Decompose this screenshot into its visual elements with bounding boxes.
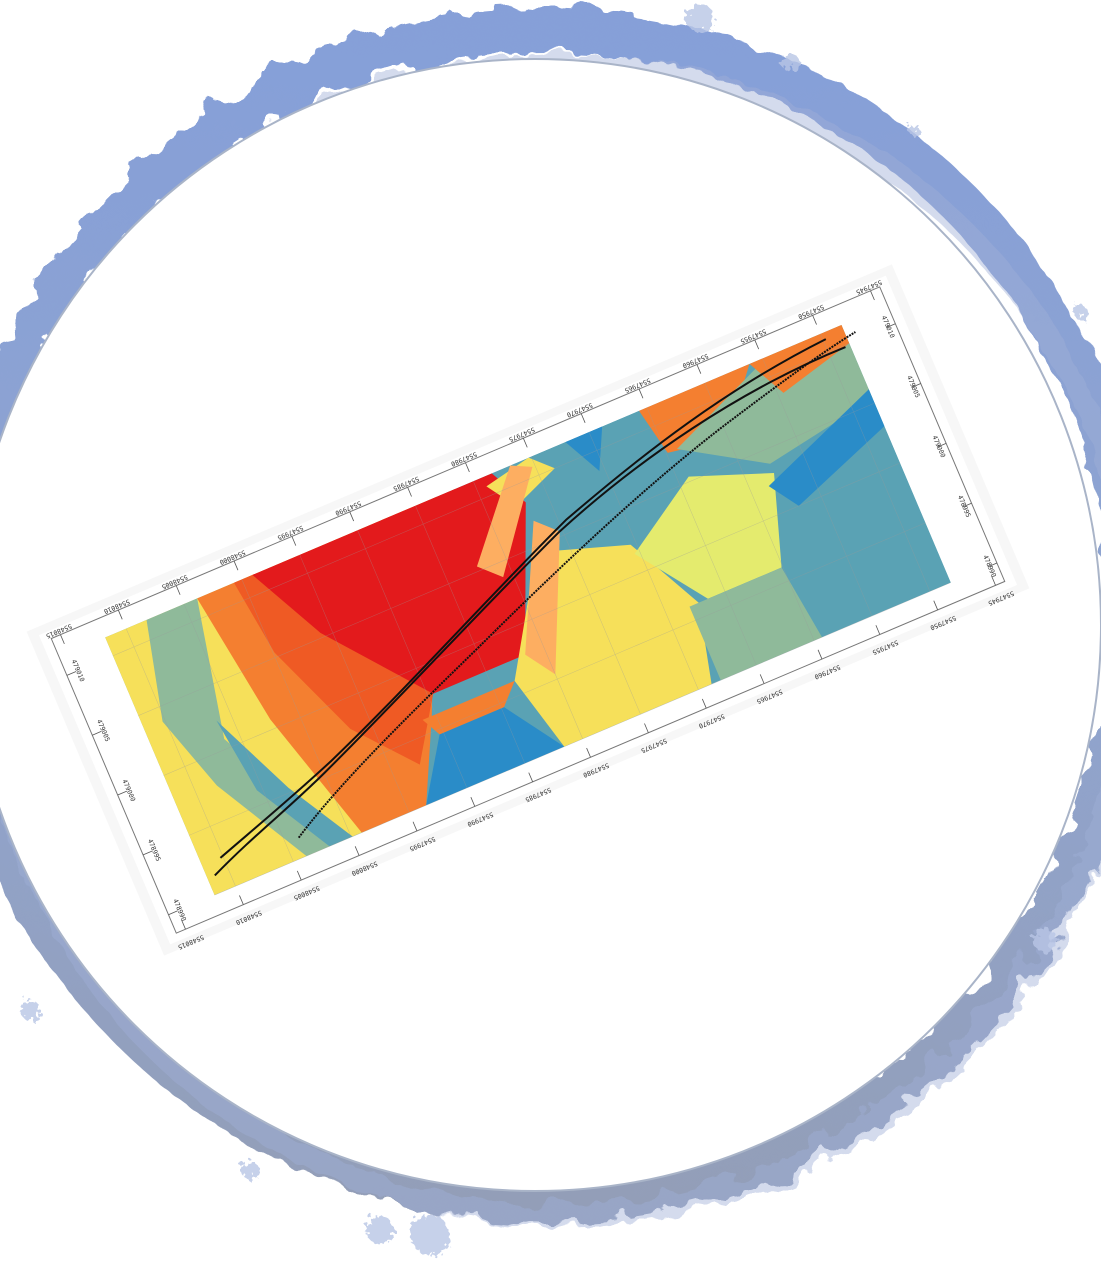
left-axis-tick bbox=[66, 671, 77, 676]
grid-line-vertical bbox=[588, 431, 699, 690]
bottom-axis-tick bbox=[470, 797, 476, 807]
bottom-axis-tick bbox=[181, 919, 186, 930]
bottom-axis-tick bbox=[701, 698, 707, 709]
bottom-axis-tick bbox=[644, 723, 649, 733]
top-axis-tick bbox=[349, 511, 355, 522]
grid-line-vertical bbox=[415, 505, 526, 764]
grid-line-horizontal bbox=[189, 522, 926, 836]
right-axis-tick bbox=[962, 502, 972, 508]
top-axis-tick bbox=[60, 634, 65, 645]
grid-line-vertical bbox=[241, 579, 352, 838]
grid-line-vertical bbox=[125, 628, 236, 887]
grid-line-horizontal bbox=[138, 402, 875, 716]
bottom-axis-tick bbox=[239, 895, 244, 905]
grid-line-vertical bbox=[646, 407, 757, 666]
left-axis-tick bbox=[92, 730, 102, 736]
right-axis-tick bbox=[911, 383, 921, 388]
bottom-axis-tick bbox=[412, 821, 418, 832]
grid-line-vertical bbox=[473, 481, 583, 739]
grid-line-vertical bbox=[762, 358, 873, 617]
grid-line-vertical bbox=[299, 554, 410, 813]
track-line-2 bbox=[219, 338, 827, 859]
right-axis-tick bbox=[885, 323, 896, 328]
grid-line-horizontal bbox=[214, 582, 952, 896]
top-axis-tick bbox=[407, 487, 412, 497]
left-axis-tick bbox=[117, 790, 128, 796]
top-axis-tick bbox=[638, 388, 644, 399]
grid-line-vertical bbox=[530, 456, 641, 715]
left-axis-tick bbox=[168, 910, 178, 916]
top-axis-tick bbox=[175, 585, 181, 595]
top-axis-tick bbox=[522, 438, 528, 448]
top-axis-tick bbox=[465, 462, 470, 473]
bottom-axis-tick bbox=[759, 674, 765, 684]
top-axis-tick bbox=[117, 609, 123, 620]
bottom-axis-tick bbox=[933, 600, 939, 611]
grid-line-horizontal bbox=[163, 462, 901, 776]
top-axis-tick bbox=[233, 560, 239, 571]
right-axis-tick bbox=[987, 562, 998, 568]
top-axis-tick bbox=[870, 290, 875, 301]
bottom-axis-tick bbox=[354, 846, 360, 856]
top-axis-tick bbox=[580, 413, 586, 423]
top-axis-tick bbox=[754, 339, 760, 350]
top-axis-tick bbox=[696, 364, 702, 374]
top-axis-tick bbox=[291, 536, 297, 546]
bottom-axis-tick bbox=[296, 870, 302, 881]
bottom-axis-tick bbox=[586, 747, 591, 758]
top-axis-tick bbox=[812, 315, 817, 325]
bottom-axis-tick bbox=[875, 625, 881, 635]
track-line-1 bbox=[214, 346, 846, 877]
bottom-axis-tick bbox=[528, 772, 534, 782]
map-sheet: 5548015554801055480055548000554799555479… bbox=[26, 264, 1030, 956]
grid-line-vertical bbox=[820, 333, 931, 592]
grid-line-vertical bbox=[357, 530, 468, 789]
track-line-3 bbox=[297, 331, 856, 839]
survey-tracks bbox=[214, 331, 856, 877]
paint-speckles bbox=[20, 4, 1087, 1255]
bottom-axis-tick bbox=[991, 575, 996, 586]
left-axis-tick bbox=[142, 850, 153, 856]
bottom-axis-tick bbox=[817, 649, 823, 660]
right-axis-tick bbox=[936, 443, 947, 448]
